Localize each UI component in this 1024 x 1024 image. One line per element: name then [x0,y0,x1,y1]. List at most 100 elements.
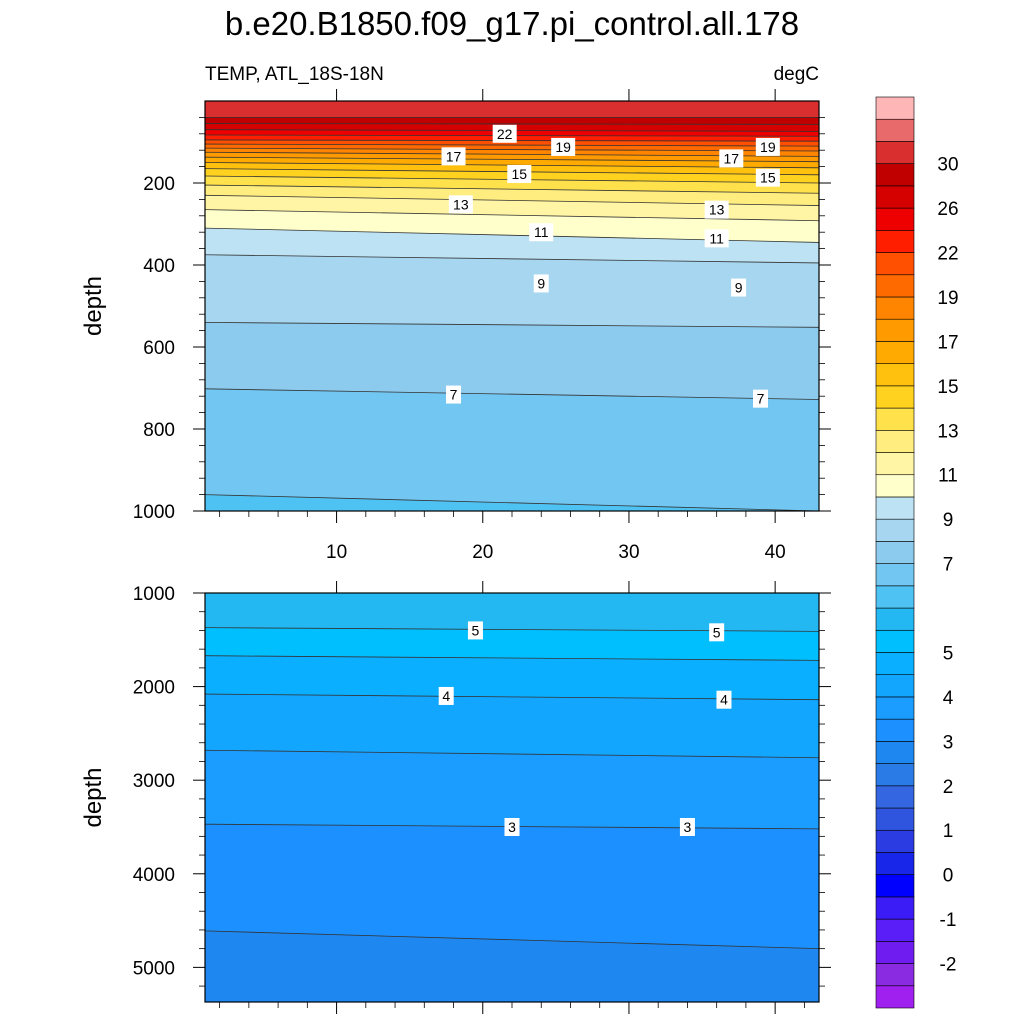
y-tick-label: 1000 [133,584,175,605]
colorbar-tick-label: 1 [943,821,954,842]
panel-upper-fills [205,101,819,511]
colorbar-tick-label: 9 [943,510,954,531]
colorbar-swatch [875,629,915,653]
colorbar-tick-label: 0 [943,866,954,887]
y-tick-label: 2000 [133,678,175,699]
colorbar-swatch [875,407,915,431]
contour-label-box [679,817,695,836]
contour-label: 15 [512,166,528,182]
isoline-4 [205,749,819,759]
panel-lower: 1000 2000 3000 4000 5000 depth 5 5 4 4 3 3 [80,581,831,1014]
contour-label-box [533,274,549,293]
colorbar-swatch [875,607,915,631]
colorbar-swatch [875,141,915,164]
y-axis-label: depth [80,276,107,336]
band-below-7 [205,388,819,511]
colorbar-tick-label: 11 [938,466,958,487]
colorbar-tick-label: -2 [940,955,957,976]
contour-label: 3 [684,819,692,835]
colorbar-swatch [875,852,915,875]
colorbar-swatch [875,985,915,1009]
contour-label: 4 [720,692,728,708]
y-tick-label: 600 [143,338,175,359]
isoline-20 [205,143,819,147]
y-tick-label: 3000 [133,771,175,792]
colorbar-swatch [875,563,915,587]
colorbar-tick-label: 13 [937,421,958,442]
contour-label: 5 [713,624,721,640]
contour-label: 22 [497,126,513,142]
x-tick-label: 40 [765,542,786,563]
contour-label: 7 [450,387,458,403]
contour-label-box [716,690,732,709]
contour-label-box [438,686,454,705]
colorbar-tick-label: 15 [937,377,958,398]
colorbar-swatch [875,429,915,453]
contour-label-box [529,223,554,242]
colorbar-swatch [875,541,915,564]
colorbar-swatch [875,318,915,342]
contour-label-box [507,164,532,183]
colorbar-swatch [875,341,915,364]
isoline-9 [205,254,819,264]
y-tick-label: 4000 [133,865,175,886]
isoline-5 [205,655,819,661]
contour-label: 5 [472,622,480,638]
colorbar-swatch [875,252,915,276]
isoline-7 [205,388,819,400]
isoline-11 [205,209,819,222]
y-tick-label: 5000 [133,958,175,979]
colorbar-swatch [875,296,915,320]
colorbar-swatch [875,496,915,520]
colorbar-tick-label: 30 [937,155,958,176]
y-tick-label: 200 [143,174,175,195]
contour-label: 19 [760,139,776,155]
panel-lower-fills [205,593,819,1002]
contour-label-box [504,817,520,836]
isoline-28 [205,123,819,125]
colorbar-swatch [875,763,915,787]
contour-label: 13 [453,196,469,212]
contour-label: 9 [735,280,743,296]
colorbar-swatch [875,474,915,498]
contour-label: 15 [760,170,776,186]
contour-label-box [709,623,725,642]
colorbar-swatch [875,96,915,120]
contour-label-box [467,621,483,640]
band-below-3 [205,930,819,1002]
colorbar-tick-label: -1 [940,910,957,931]
colorbar-swatch [875,963,915,987]
colorbar-swatch [875,652,915,676]
colorbar-swatch [875,163,915,187]
isoline-6.5 [205,494,819,511]
colorbar-swatch [875,207,915,231]
y-axis-label: depth [80,767,107,827]
contour-label: 4 [442,688,450,704]
colorbar-tick-label: 22 [937,244,958,265]
contour-label: 7 [757,391,765,407]
x-tick-label: 10 [326,542,347,563]
contour-label: 19 [555,139,571,155]
isoline-17 [205,156,819,163]
colorbar-swatch [875,452,915,476]
contour-label-box [448,195,473,214]
contour-label-box [704,229,729,248]
contour-label-box [441,147,466,166]
colorbar-tick-label: 19 [937,288,958,309]
contour-label-box [492,124,517,143]
colorbar-swatch [875,385,915,409]
colorbar-swatch [875,941,915,964]
colorbar-swatch [875,230,915,253]
units-subtitle: degC [773,64,819,85]
colorbar-swatch [875,785,915,809]
contour-label: 17 [446,148,462,164]
contour-label-box [704,200,729,219]
colorbar-swatch [875,696,915,720]
colorbar-swatch [875,896,915,920]
colorbar-swatch [875,363,915,387]
contour-label: 11 [709,230,724,246]
colorbar-swatch [875,185,915,209]
isoline-8 [205,322,819,328]
contour-label: 13 [709,202,725,218]
